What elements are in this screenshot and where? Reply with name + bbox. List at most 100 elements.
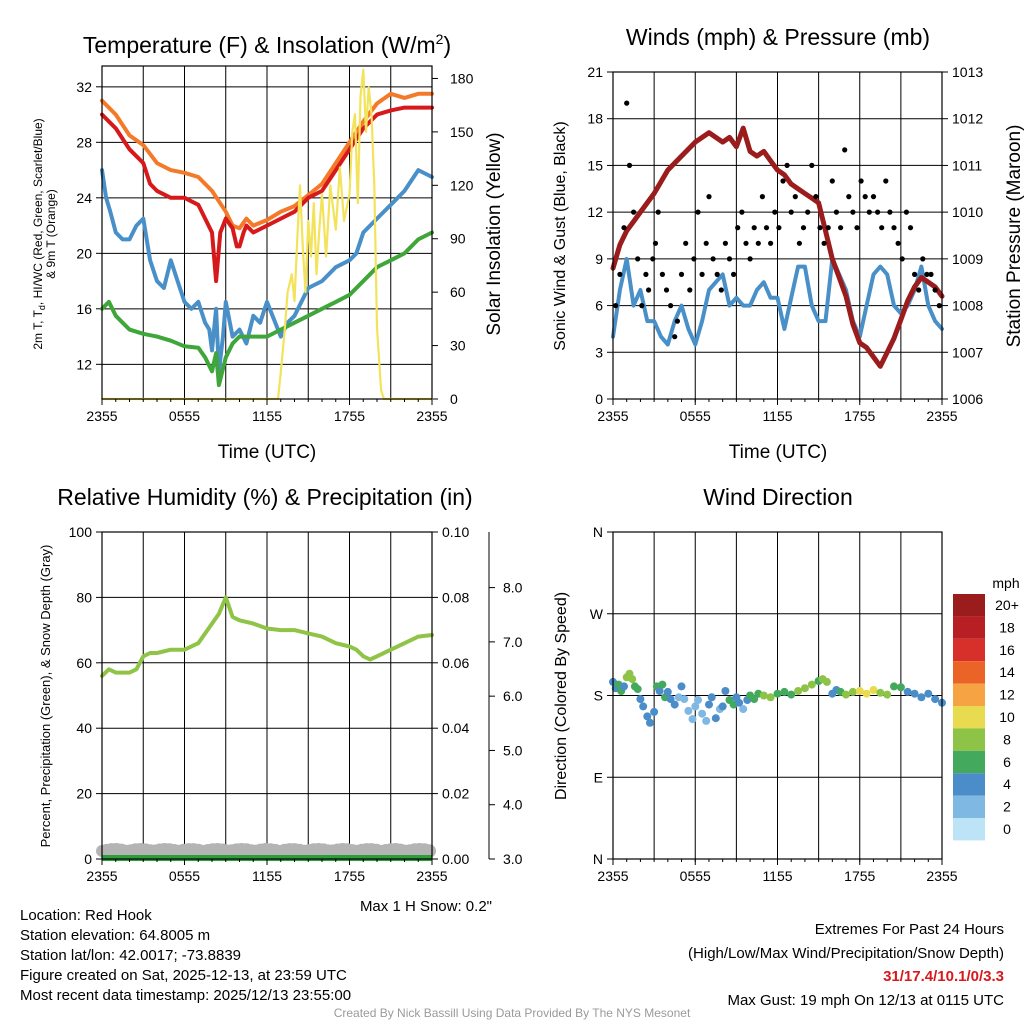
direction-point	[633, 685, 642, 694]
colorbar-label: 8	[1003, 731, 1011, 747]
direction-point	[842, 690, 850, 699]
y3-tick-label: 7.0	[503, 634, 523, 650]
y2-tick-label: 1008	[952, 298, 983, 314]
colorbar-swatch	[953, 773, 985, 796]
direction-point	[917, 693, 926, 702]
gust-point	[891, 225, 897, 231]
gust-point	[678, 271, 685, 277]
y2-tick-label: 0.06	[442, 655, 469, 671]
direction-point	[684, 706, 693, 715]
chart-title: Winds (mph) & Pressure (mb)	[626, 24, 930, 50]
elevation-text: Station elevation: 64.8005 m	[20, 927, 211, 944]
snow-depth-point	[422, 844, 436, 858]
y-tick-label: 80	[76, 589, 92, 605]
y2-tick-label: 0.02	[442, 786, 469, 802]
y2-tick-label: 1010	[952, 204, 983, 220]
direction-point	[680, 695, 689, 704]
colorbar-label: 6	[1003, 754, 1011, 770]
x-tick-label: 2355	[416, 408, 447, 424]
colorbar-label: 10	[999, 709, 1015, 725]
gust-point	[672, 334, 678, 340]
colorbar-swatch	[953, 818, 985, 841]
y2-tick-label: 1009	[952, 251, 983, 267]
extremes-info: Extremes For Past 24 Hours (High/Low/Max…	[688, 918, 1004, 1012]
colorbar-swatch	[953, 795, 985, 818]
colorbar-swatch	[953, 638, 985, 662]
direction-point	[869, 686, 878, 694]
gust-point	[652, 240, 659, 246]
y-tick-label: 28	[76, 134, 92, 150]
y2-tick-label: 1012	[952, 111, 983, 127]
y-axis-label-line2: & 9m T (Orange)	[44, 189, 58, 279]
gust-point	[883, 178, 889, 184]
y-tick-label: 16	[76, 301, 92, 317]
gust-point	[655, 209, 661, 215]
colorbar-label: 14	[999, 664, 1015, 680]
series-line	[100, 168, 434, 374]
direction-point	[924, 689, 933, 698]
colorbar-swatch	[953, 706, 985, 729]
x-tick-label: 1155	[252, 408, 282, 424]
gust-point	[683, 240, 689, 246]
direction-point	[628, 675, 637, 684]
y-tick-label: E	[594, 769, 603, 785]
gust-point	[821, 240, 827, 246]
snow-note: Max 1 H Snow: 0.2"	[360, 898, 492, 915]
panel-1-grid	[101, 66, 433, 399]
y2-tick-label: 1006	[952, 391, 983, 407]
x-tick-label: 1755	[334, 868, 365, 884]
series-line	[100, 68, 434, 401]
y2-tick-label: 90	[450, 231, 466, 247]
chart-title: Relative Humidity (%) & Precipitation (i…	[57, 484, 472, 510]
direction-point	[766, 693, 775, 702]
station-info: Location: Red Hook Station elevation: 64…	[20, 906, 351, 1006]
direction-point	[883, 690, 892, 699]
gust-point	[805, 209, 811, 215]
direction-point	[890, 682, 898, 691]
extremes-values: 31/17.4/10.1/0/3.3	[883, 968, 1004, 985]
gust-point	[639, 303, 645, 309]
gust-point	[755, 240, 761, 246]
gust-point	[714, 271, 720, 277]
y-tick-label: 40	[76, 720, 92, 736]
y-tick-label: 21	[587, 64, 603, 80]
gust-point	[875, 209, 881, 215]
colorbar-swatch	[953, 616, 985, 639]
colorbar-label: 0	[1003, 821, 1011, 837]
gust-point	[710, 256, 716, 262]
direction-point	[855, 687, 864, 695]
direction-point	[663, 687, 672, 696]
extremes-title: Extremes For Past 24 Hours	[814, 921, 1004, 938]
gust-point	[631, 209, 637, 215]
x-tick-label: 0555	[680, 868, 711, 884]
direction-point	[721, 687, 730, 695]
y-tick-label: N	[593, 851, 603, 867]
y2-tick-label: 1011	[952, 157, 982, 173]
direction-point	[650, 707, 659, 716]
direction-point	[773, 689, 782, 698]
direction-point	[655, 687, 664, 695]
gust-point	[870, 194, 877, 200]
y3-tick-label: 8.0	[503, 580, 523, 596]
gust-point	[899, 256, 905, 262]
gust-point	[635, 256, 641, 262]
colorbar-label: 2	[1003, 799, 1011, 815]
gust-point	[613, 303, 619, 309]
gust-point	[695, 209, 701, 215]
gust-point	[829, 178, 835, 184]
direction-point	[707, 693, 716, 702]
y-tick-label: 0	[84, 851, 92, 867]
gust-point	[838, 225, 844, 231]
direction-point	[896, 683, 905, 692]
direction-point	[780, 687, 789, 696]
gust-point	[674, 318, 681, 324]
gust-point	[718, 287, 724, 293]
created-text: Figure created on Sat, 2025-12-13, at 23…	[20, 967, 347, 984]
series-line	[610, 125, 945, 369]
x-tick-label: 0555	[169, 408, 200, 424]
x-tick-label: 1755	[844, 408, 875, 424]
x-axis-label: Time (UTC)	[218, 442, 317, 463]
gust-point	[792, 194, 798, 200]
y-axis-label: Sonic Wind & Gust (Blue, Black)	[552, 121, 569, 350]
gust-point	[858, 178, 864, 184]
